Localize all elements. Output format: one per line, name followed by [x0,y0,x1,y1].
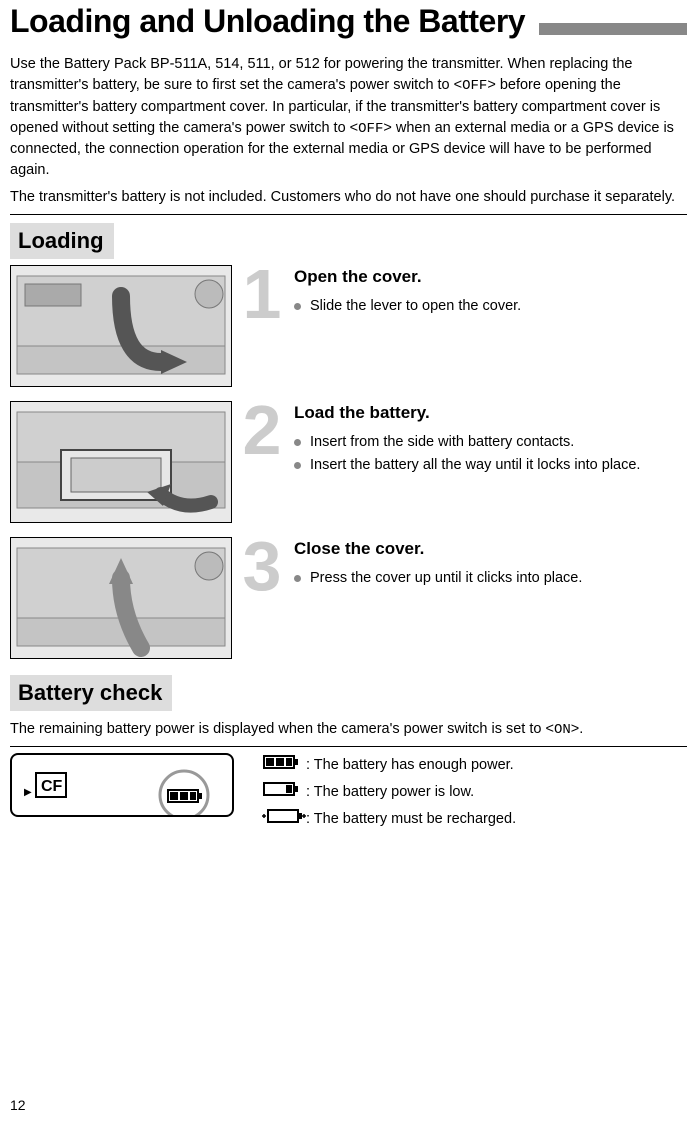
battery-check-intro: The remaining battery power is displayed… [10,719,687,740]
status-text: : The battery power is low. [306,782,474,803]
battery-full-icon [262,753,306,778]
page-number: 12 [10,1095,26,1115]
step-1-illustration [10,265,232,387]
step-title: Close the cover. [294,537,687,562]
divider [10,214,687,215]
battery-empty-icon [262,807,306,832]
lcd-panel: ▶ CF [10,753,234,817]
status-text: : The battery must be recharged. [306,809,516,830]
step-bullet: Press the cover up until it clicks into … [294,568,687,589]
intro-paragraph-2: The transmitter's battery is not include… [10,187,687,208]
step-title: Open the cover. [294,265,687,290]
status-text: : The battery has enough power. [306,755,514,776]
step-number: 3 [238,531,286,659]
section-label-battery-check: Battery check [10,675,172,711]
battery-status-low: : The battery power is low. [262,780,687,805]
section-label-loading: Loading [10,223,114,259]
step-3: 3 Close the cover. Press the cover up un… [10,537,687,659]
step-title: Load the battery. [294,401,687,426]
svg-text:▶: ▶ [24,787,32,798]
battery-status-empty: : The battery must be recharged. [262,807,687,832]
intro-paragraph-1: Use the Battery Pack BP-511A, 514, 511, … [10,54,687,181]
step-number: 1 [238,259,286,387]
step-number: 2 [238,395,286,523]
svg-text:CF: CF [41,778,63,795]
step-2-illustration [10,401,232,523]
battery-status-full: : The battery has enough power. [262,753,687,778]
battery-low-icon [262,780,306,805]
step-2: 2 Load the battery. Insert from the side… [10,401,687,523]
step-3-illustration [10,537,232,659]
step-bullet: Slide the lever to open the cover. [294,296,687,317]
step-bullet: Insert the battery all the way until it … [294,455,687,476]
divider [10,746,687,747]
step-bullet: Insert from the side with battery contac… [294,432,687,453]
step-1: 1 Open the cover. Slide the lever to ope… [10,265,687,387]
title-accent-bar [539,23,687,35]
page-title: Loading and Unloading the Battery [10,0,525,44]
